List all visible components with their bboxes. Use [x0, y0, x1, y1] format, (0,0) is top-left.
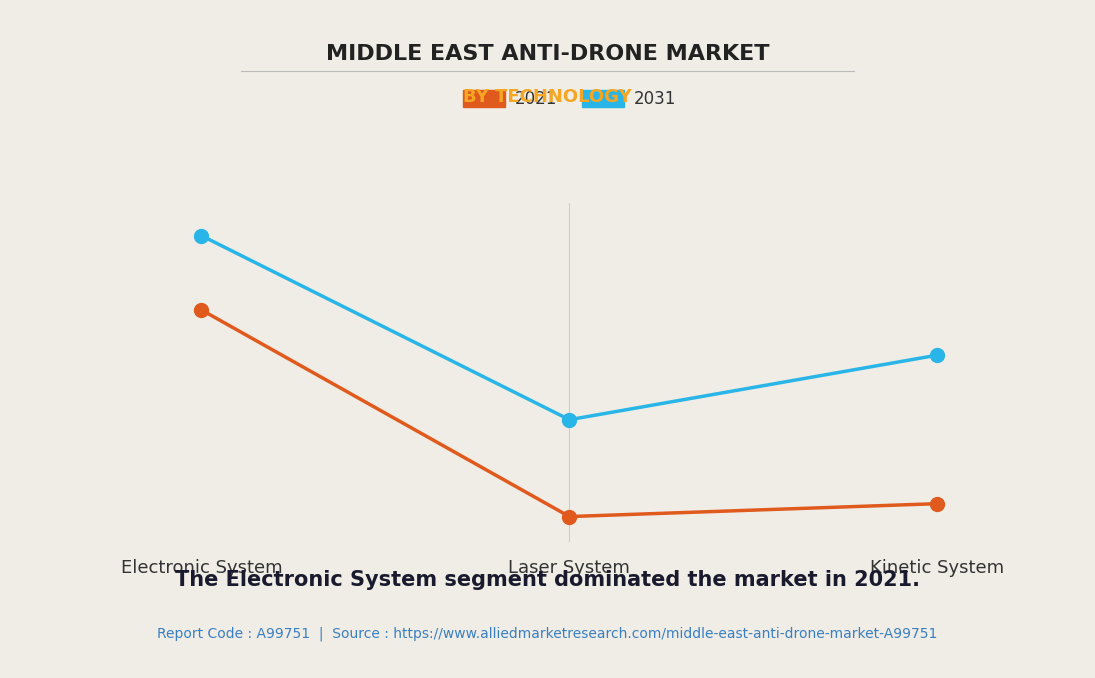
Text: MIDDLE EAST ANTI-DRONE MARKET: MIDDLE EAST ANTI-DRONE MARKET: [325, 44, 770, 64]
Legend: 2021, 2031: 2021, 2031: [457, 83, 682, 115]
Text: Report Code : A99751  |  Source : https://www.alliedmarketresearch.com/middle-ea: Report Code : A99751 | Source : https://…: [158, 626, 937, 641]
Text: The Electronic System segment dominated the market in 2021.: The Electronic System segment dominated …: [175, 570, 920, 590]
Text: BY TECHNOLOGY: BY TECHNOLOGY: [463, 88, 632, 106]
